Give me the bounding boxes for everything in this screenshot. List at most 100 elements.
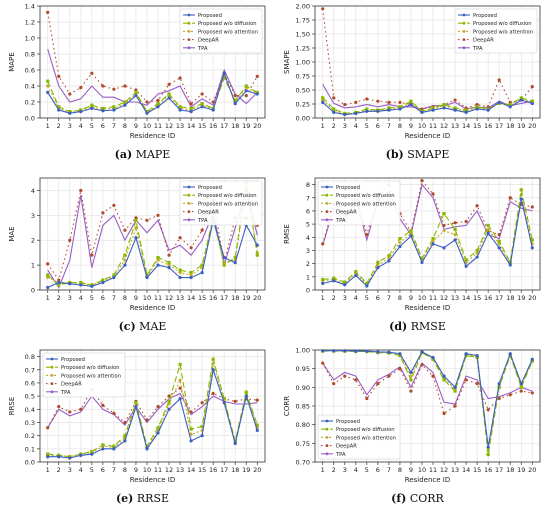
legend-entry: Proposed [198,185,222,191]
x-tick-label: 14 [462,122,470,130]
y-tick-label: 0.6 [25,379,35,387]
data-point [79,188,83,193]
data-point [409,378,413,382]
data-point [45,84,50,88]
data-point [431,237,435,241]
legend-entry: Proposed w/o diffusion [336,427,395,433]
data-point [112,105,116,109]
data-point [442,378,446,382]
data-point [167,266,171,270]
x-tick-label: 13 [451,466,459,474]
legend-entry: Proposed [61,357,85,363]
x-tick-label: 2 [332,122,336,130]
y-tick-label: 3 [306,247,310,255]
data-point [431,108,435,112]
data-point [365,97,369,101]
data-point [189,427,193,431]
data-point [442,228,447,233]
data-point [420,256,424,260]
data-point [123,100,127,104]
legend-marker [50,365,54,369]
series-line [47,369,258,459]
data-point [222,263,226,267]
data-point [431,192,435,196]
data-point [101,106,105,110]
legend-entry: Proposed w/o attention [473,29,533,35]
data-point [420,363,424,367]
data-point [145,218,149,222]
data-point [321,100,325,104]
data-point [79,110,83,114]
caption-text: CORR [406,492,444,505]
data-point [530,357,534,361]
legend-entry: TPA [335,452,346,458]
data-point [398,354,402,358]
series-line [47,190,258,282]
x-axis-label: Residence ID [130,132,175,140]
series-line [322,198,533,287]
legend-entry: Proposed w/o diffusion [198,193,257,199]
x-axis-label: Residence ID [405,304,450,312]
data-point [112,108,116,112]
data-point [530,85,534,89]
series-line [47,71,258,114]
data-point [79,280,83,285]
data-point [508,354,512,358]
data-point [90,106,94,110]
data-point [343,113,347,117]
data-point [387,259,391,263]
legend-marker [325,436,329,439]
x-tick-label: 1 [46,294,50,302]
data-point [101,403,105,407]
data-point [321,349,325,353]
data-point [497,385,501,389]
data-point [486,445,490,449]
data-point [453,389,457,393]
data-point [200,424,204,429]
data-point [497,233,501,237]
data-point [134,90,138,94]
data-point [497,100,501,104]
x-tick-label: 1 [321,122,325,130]
legend-entry: TPA [197,218,208,224]
legend-marker [187,21,191,25]
x-tick-label: 8 [123,466,127,474]
legend-entry: DeepAR [61,382,82,388]
data-point [145,444,149,448]
data-point [398,107,402,111]
series-proposed [46,368,259,460]
series-line [47,387,258,428]
series-line [322,97,533,115]
y-tick-label: 0.95 [296,365,310,373]
x-tick-label: 18 [231,466,239,474]
data-point [68,111,72,115]
data-point [112,87,116,91]
data-point [123,420,127,425]
data-point [519,385,523,389]
data-point [453,98,457,102]
legend-marker [187,210,191,214]
caption-text: RRSE [133,492,169,505]
data-point [442,223,446,228]
series-line [47,76,258,113]
data-point [145,273,149,277]
x-tick-label: 4 [354,122,358,130]
legend-entry: Proposed w/o attention [336,201,396,207]
data-point [145,418,149,422]
x-tick-label: 9 [409,122,413,130]
data-point [156,426,160,430]
legend-marker [187,13,191,17]
data-point [244,94,248,98]
x-tick-label: 13 [176,466,184,474]
panel-caption: (d) RMSE [389,320,446,333]
x-tick-label: 17 [220,466,228,474]
y-tick-label: 0.8 [25,353,35,361]
data-point [530,359,534,363]
data-point [354,100,358,104]
legend-entry: DeepAR [336,210,357,216]
data-point [420,260,424,264]
data-point [156,105,160,109]
data-point [112,444,116,448]
y-tick-label: 1.00 [296,347,310,355]
data-point [57,74,61,78]
